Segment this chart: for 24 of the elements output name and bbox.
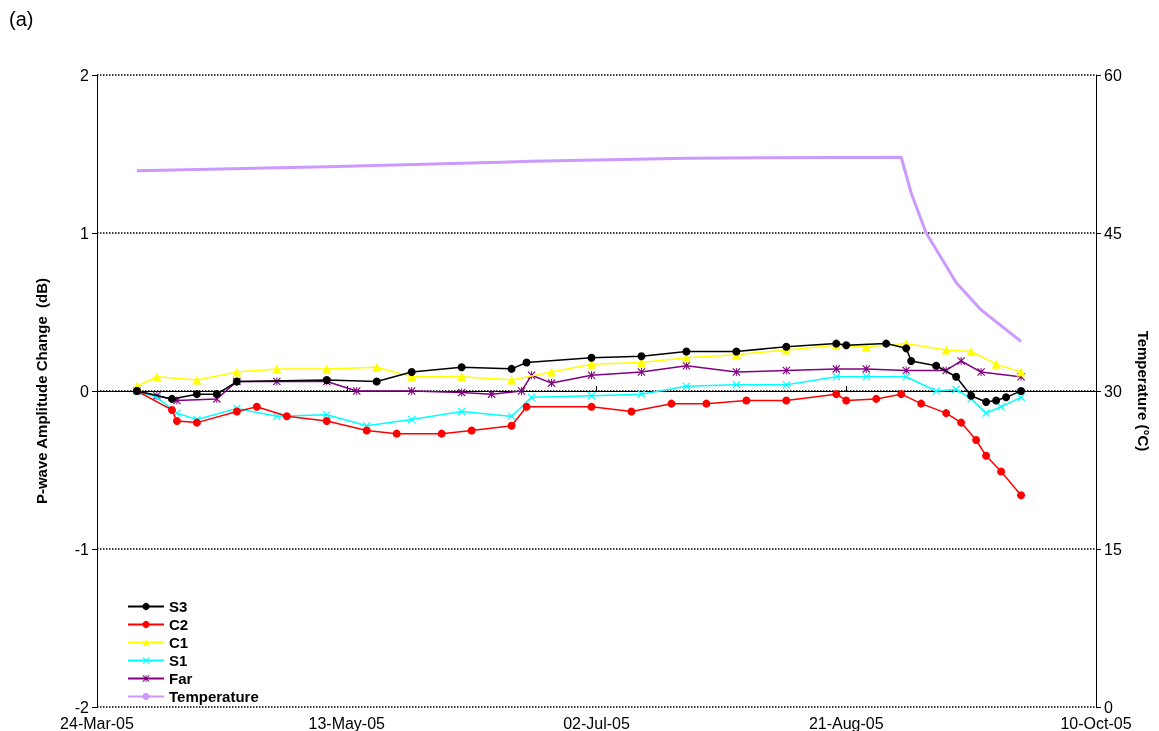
y-tick-label: 0 xyxy=(80,382,90,400)
y2-axis-title: Temperature (°C) xyxy=(1135,330,1152,452)
legend-label: C2 xyxy=(169,616,189,633)
legend-label: Far xyxy=(169,670,193,687)
x-tick-label: 02-Jul-05 xyxy=(563,714,630,731)
y2-tick-label: 60 xyxy=(1104,66,1122,84)
legend-label: C1 xyxy=(169,634,189,651)
y-tick-label: -2 xyxy=(74,698,90,716)
legend-label: S1 xyxy=(169,652,188,669)
x-tick-label: 21-Aug-05 xyxy=(808,714,884,731)
y-tick-label: -1 xyxy=(74,540,90,558)
x-tick-label: 24-Mar-05 xyxy=(60,714,134,731)
x-tick-label: 10-Oct-05 xyxy=(1060,714,1132,731)
y-tick-label: 1 xyxy=(80,224,90,242)
x-tick-label: 13-May-05 xyxy=(308,714,386,731)
legend-label: Temperature xyxy=(169,688,259,705)
legend-label: S3 xyxy=(169,598,188,615)
y-tick-label: 2 xyxy=(80,66,90,84)
y-axis-title: P-wave Amplitude Change (dB) xyxy=(33,277,50,505)
y2-tick-label: 30 xyxy=(1104,382,1122,400)
y2-tick-label: 15 xyxy=(1104,540,1122,558)
chart-title: (a) xyxy=(9,8,34,30)
y2-tick-label: 0 xyxy=(1104,698,1113,716)
y2-tick-label: 45 xyxy=(1104,224,1122,242)
